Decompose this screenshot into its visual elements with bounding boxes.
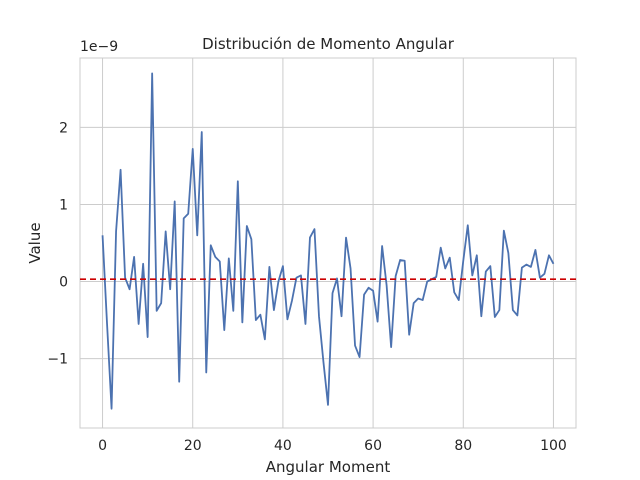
plot-frame [79,57,577,429]
y-axis-label: Value [26,222,44,263]
x-tick-label: 20 [184,438,202,454]
x-tick-label: 80 [454,438,472,454]
y-tick-labels: −1 0 1 2 [47,120,68,367]
grid [80,58,576,428]
x-tick-label: 0 [98,438,107,454]
chart-title: Distribución de Momento Angular [202,35,455,53]
x-tick-label: 40 [274,438,292,454]
y-tick-label: 0 [59,275,68,291]
x-tick-label: 60 [364,438,382,454]
y-offset-text: 1e−9 [80,39,118,55]
x-tick-labels: 0 20 40 60 80 100 [98,438,567,454]
y-tick-label: 1 [59,197,68,213]
y-tick-label: −1 [47,352,68,368]
x-axis-label: Angular Moment [266,458,391,476]
y-tick-label: 2 [59,120,68,136]
x-tick-label: 100 [540,438,567,454]
series-line [101,72,555,410]
